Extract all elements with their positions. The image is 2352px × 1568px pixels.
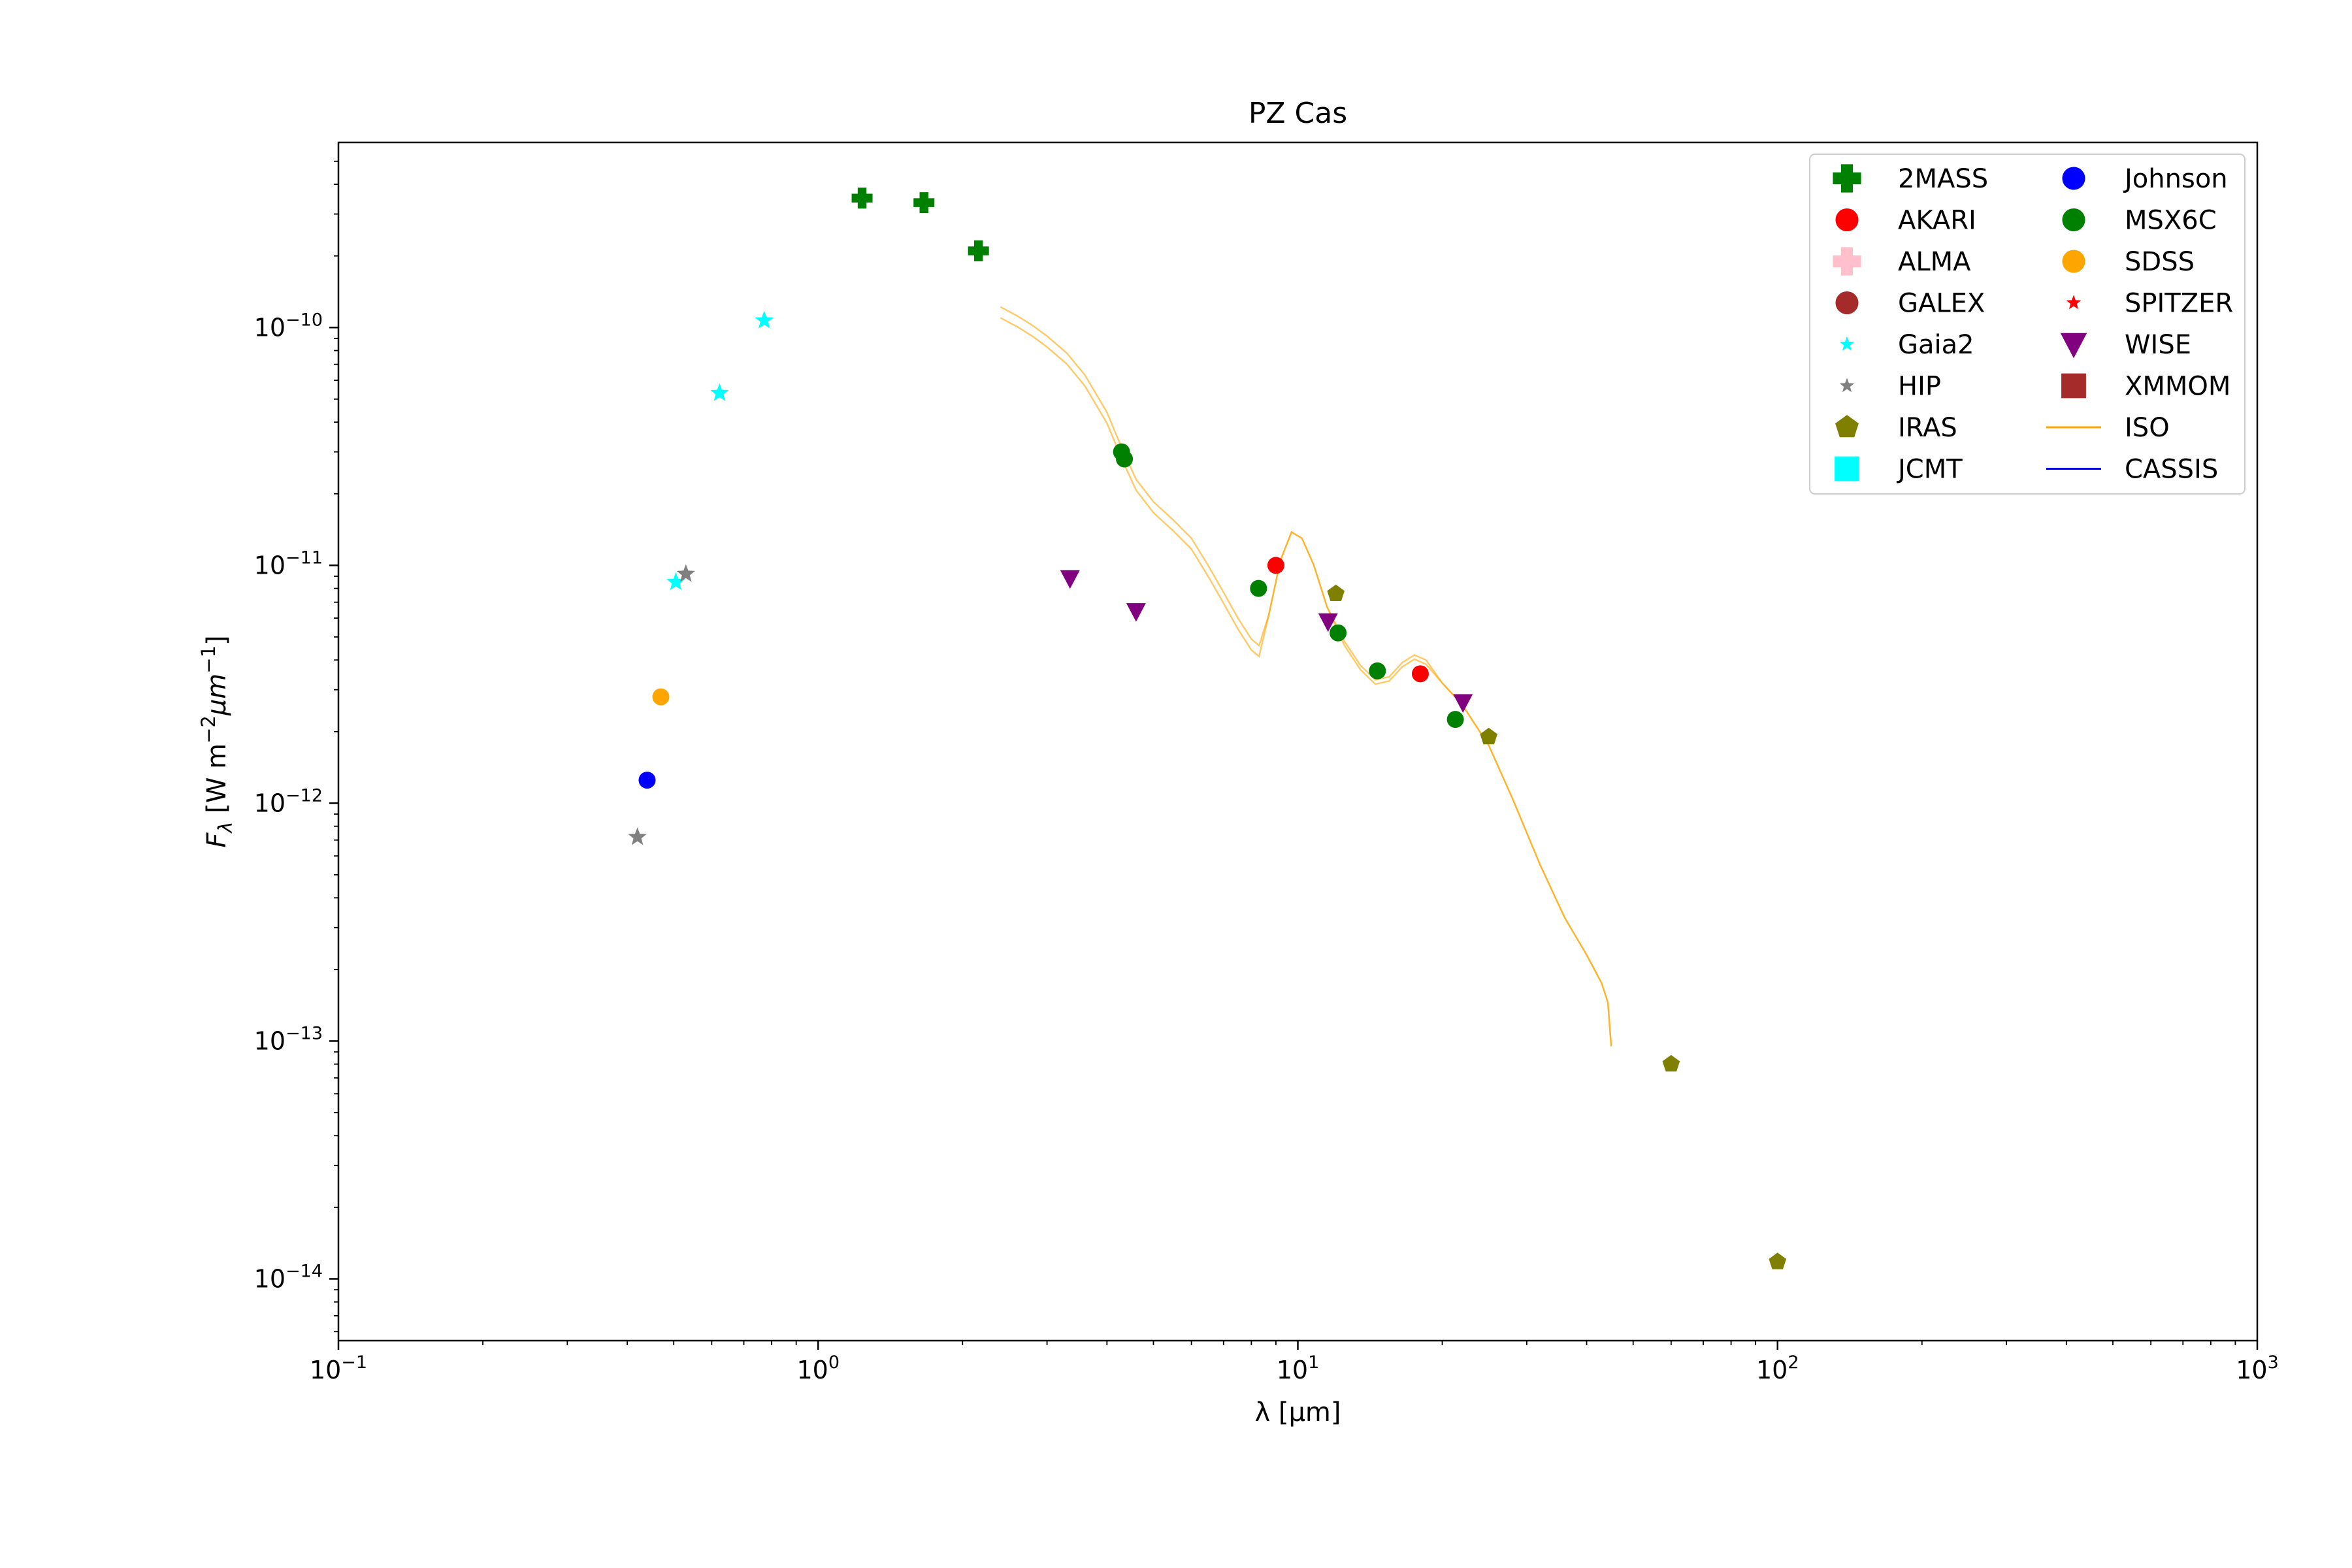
data-point-2mass [968,240,989,261]
x-tick-label: 103 [2236,1352,2279,1384]
legend-marker-johnson [2062,167,2085,190]
legend-label-xmmom: XMMOM [2125,372,2230,402]
legend-label-2mass: 2MASS [1898,164,1988,194]
x-axis-label: λ [μm] [1254,1397,1341,1428]
legend-label-iso: ISO [2125,413,2170,443]
data-point-msx6c [1369,662,1386,679]
y-tick-label: 10−12 [254,785,323,817]
legend-marker-hip [1839,378,1855,393]
legend-label-sdss: SDSS [2125,247,2195,277]
legend-marker-iras [1835,415,1859,438]
legend-label-galex: GALEX [1898,289,1985,319]
iso-spectrum-line [1000,317,1612,1047]
data-point-iras [1480,727,1497,745]
data-point-gaia2 [710,383,729,401]
legend-marker-2mass [1833,164,1861,193]
y-axis-ticks: 10−14 10−13 10−12 10−11 10−10 [254,160,338,1333]
legend-marker-alma [1833,247,1861,276]
data-point-msx6c [1330,624,1347,642]
data-point-hip [676,564,696,582]
chart-legend: 2MASS AKARI ALMA GALEX Gaia2 HIP IRAS JCMT Johns… [1809,154,2246,495]
legend-marker-sdss [2062,250,2085,273]
data-point-wise [1318,613,1338,632]
data-point-wise [1453,694,1473,713]
y-tick-label: 10−14 [254,1261,323,1293]
y-tick-label: 10−10 [254,310,323,342]
legend-label-gaia2: Gaia2 [1898,330,1974,360]
legend-label-johnson: Johnson [2123,164,2228,194]
iso-spectrum-layer [1000,306,1612,1047]
x-tick-label: 100 [796,1352,840,1384]
legend-box [1809,154,2246,495]
legend-label-akari: AKARI [1898,206,1976,236]
legend-label-spitzer: SPITZER [2125,289,2233,319]
data-point-wise [1060,570,1080,589]
data-point-msx6c [1446,711,1464,728]
legend-label-iras: IRAS [1898,413,1957,443]
chart-title: PZ Cas [1249,97,1347,130]
legend-label-cassis: CASSIS [2125,455,2218,485]
x-axis-label-text: λ [μm] [1254,1397,1341,1428]
legend-label-hip: HIP [1898,372,1941,402]
y-axis-label: Fλ [W m−2μm−1] [197,635,237,847]
data-point-wise [1126,603,1146,622]
x-tick-label: 102 [1756,1352,1799,1384]
data-point-hip [628,827,647,845]
y-tick-label: 10−13 [254,1023,323,1055]
data-point-iras [1769,1252,1787,1269]
data-point-msx6c [1116,450,1134,468]
data-point-2mass [851,188,873,209]
legend-marker-xmmom [2061,373,2086,399]
legend-label-alma: ALMA [1898,247,1971,277]
legend-marker-msx6c [2062,208,2085,232]
legend-label-jcmt: JCMT [1896,455,1963,485]
data-point-gaia2 [755,310,774,329]
x-tick-label: 101 [1277,1352,1320,1384]
legend-marker-wise [2060,333,2087,359]
y-tick-label: 10−11 [254,547,323,580]
data-point-gaia2 [666,572,685,591]
x-axis-ticks: 10−1 100 101 102 103 [310,1341,2279,1384]
y-axis-label-text: Fλ [W m−2μm−1] [197,635,237,847]
data-point-johnson [638,772,656,789]
legend-marker-spitzer [2066,295,2082,310]
legend-label-wise: WISE [2125,330,2191,360]
data-point-sdss [652,688,670,706]
legend-marker-jcmt [1835,456,1859,482]
legend-marker-galex [1835,291,1859,315]
data-points-layer [628,188,1787,1269]
data-point-iras [1662,1054,1680,1072]
legend-marker-gaia2 [1839,336,1855,351]
data-point-akari [1411,665,1429,683]
data-point-iras [1327,584,1345,602]
x-tick-label: 10−1 [310,1352,367,1384]
legend-marker-akari [1835,208,1859,232]
data-point-akari [1267,557,1284,574]
data-point-msx6c [1250,580,1267,597]
legend-label-msx6c: MSX6C [2125,206,2217,236]
data-point-2mass [913,192,935,214]
